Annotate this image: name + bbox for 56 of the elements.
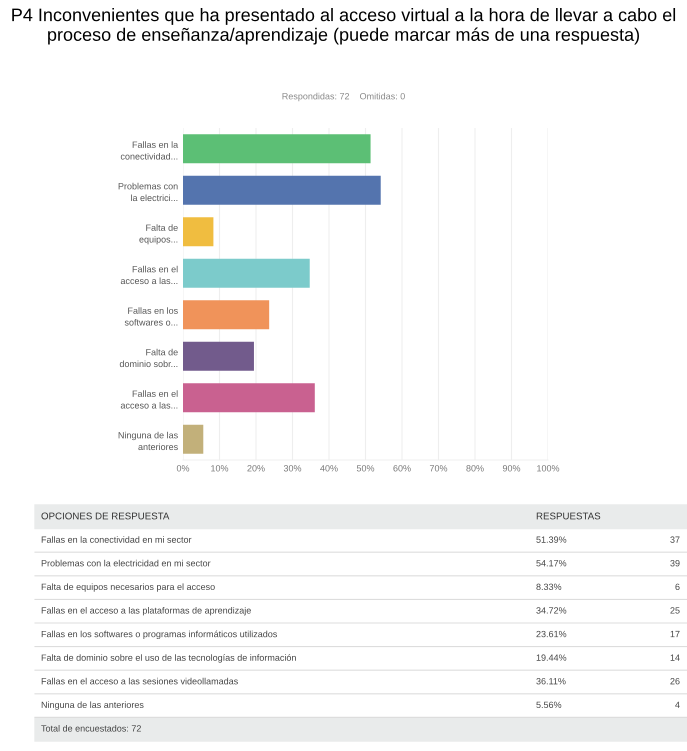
bar [183, 424, 204, 454]
y-tick-label: Falta de equipos... [139, 224, 178, 244]
y-tick-label: Fallas en el acceso a las... [120, 266, 178, 284]
text: 8.33% [536, 584, 562, 590]
x-tick-label: 40% [320, 465, 338, 472]
y-tick-label: Falta de dominio sobr... [120, 348, 178, 368]
text: 36.11% [536, 678, 566, 684]
text: 19.44% [536, 654, 566, 661]
text: Ninguna de las anteriores [42, 701, 144, 710]
bar [183, 217, 214, 246]
text: Fallas en el acceso a las plataformas de aprendizaje [42, 606, 251, 616]
text: 6 [675, 584, 680, 590]
bar [183, 342, 254, 371]
x-tick-label: 70% [430, 465, 448, 472]
y-tick-label: Problemas con la electrici... [118, 182, 178, 202]
text: Fallas en la conectividad en mi sector [42, 536, 192, 543]
text: 39 [670, 560, 680, 566]
text: 17 [670, 630, 680, 638]
x-tick-label: 60% [393, 465, 411, 472]
bar [183, 134, 371, 164]
text: Fallas en el acceso a las sesiones videollamadas [42, 678, 238, 684]
text: 14 [670, 654, 680, 661]
y-tick-label: Fallas en la conectividad... [120, 141, 178, 160]
text: 25 [670, 607, 680, 614]
text: Falta de equipos necesarios para el acceso [42, 583, 215, 592]
x-tick-label: 10% [211, 465, 228, 472]
text: 34.72% [536, 607, 566, 614]
y-tick-label: Fallas en los softwares o... [124, 307, 178, 326]
x-tick-label: 20% [247, 465, 265, 472]
x-tick-label: 30% [284, 465, 302, 472]
x-tick-label: 100% [537, 465, 560, 472]
bar [183, 176, 381, 205]
text: RESPUESTAS [536, 512, 600, 520]
chart-title: P4 Inconvenientes que ha presentado al acceso virtual a la hora de llevar a cabo el proceso de enseñanza/aprendizaje (puede marcar más de una respuesta) [12, 8, 676, 45]
text: OPCIONES DE RESPUESTA [41, 512, 170, 520]
x-tick-label: 80% [466, 465, 484, 472]
bar [183, 300, 270, 330]
chart-subtitle: Respondidas: 72 Omitidas: 0 [282, 92, 405, 102]
text: 4 [675, 702, 680, 708]
text: 23.61% [536, 630, 566, 638]
text: 54.17% [536, 560, 566, 566]
y-tick-label: Ninguna de las anteriores [118, 432, 178, 450]
x-tick-label: 90% [502, 465, 520, 472]
text: 5.56% [536, 702, 562, 708]
y-tick-label: Fallas en el acceso a las... [120, 390, 178, 409]
text: Falta de dominio sobre el uso de las tecnologías de información [42, 654, 296, 663]
text: Fallas en los softwares o programas informáticos utilizados [42, 630, 277, 640]
bar [183, 383, 315, 412]
text: 37 [670, 536, 680, 543]
bar [183, 258, 310, 288]
text: 51.39% [536, 536, 566, 543]
text: 26 [670, 678, 680, 684]
x-tick-label: 50% [356, 465, 374, 472]
text: Problemas con la electricidad en mi sector [42, 560, 210, 566]
x-tick-label: 0% [176, 465, 190, 472]
text: Total de encuestados: 72 [41, 724, 141, 732]
